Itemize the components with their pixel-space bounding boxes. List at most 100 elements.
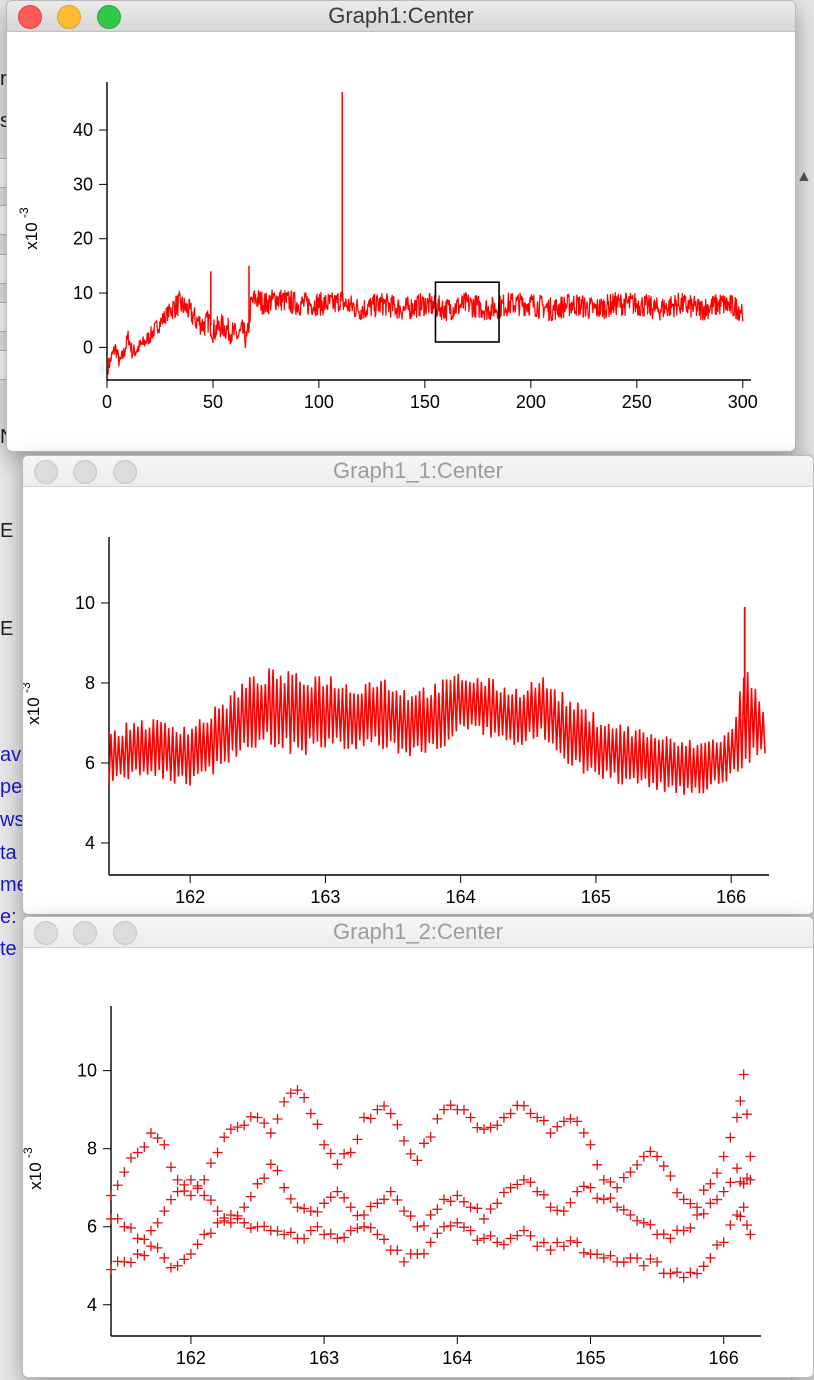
y-axis-label: x10-3 [17,207,41,250]
zoom-button[interactable] [113,921,137,945]
x-tick-label: 250 [622,392,652,412]
data-point [458,1222,469,1233]
data-point [592,1249,603,1260]
data-point [279,1182,290,1193]
zoom-button[interactable] [97,5,121,29]
data-point [132,1233,143,1244]
minimize-button[interactable] [73,460,97,484]
data-point [525,1177,536,1188]
x-tick-label: 165 [581,887,611,907]
close-button[interactable] [34,921,58,945]
x-tick-label: 163 [310,887,340,907]
data-point [239,1217,250,1228]
y-tick-label: 4 [87,1295,97,1315]
y-tick-label: 0 [83,337,93,357]
x-tick-label: 166 [716,887,746,907]
data-point [205,1228,216,1239]
data-point [452,1190,463,1201]
data-point [259,1173,270,1184]
data-point [578,1181,589,1192]
data-point [725,1219,736,1230]
data-point [139,1141,150,1152]
data-point [632,1215,643,1226]
y-axis-label-text: x10 [22,222,41,249]
data-point [119,1167,130,1178]
data-point [665,1233,676,1244]
data-point [538,1237,549,1248]
bg-letter: E [0,618,14,640]
bg-link[interactable]: pe [0,776,23,798]
data-point [618,1204,629,1215]
data-point [192,1239,203,1250]
data-point [592,1159,603,1170]
data-point [472,1235,483,1246]
data-point [672,1267,683,1278]
data-point [735,1211,746,1222]
data-point [245,1111,256,1122]
data-point [485,1230,496,1241]
y-axis-label-text: x10 [24,697,43,724]
zoom-button[interactable] [113,460,137,484]
graph-window-1: Graph1:Center 0 50 100 150 200 250 300 0 10 20 30 4… [6,0,796,452]
zoom-box [434,281,500,343]
y-tick-label: 10 [77,1061,97,1081]
data-point [332,1233,343,1244]
bg-link[interactable]: te [0,938,17,960]
data-point [512,1179,523,1190]
data-point [112,1180,123,1191]
data-point [345,1202,356,1213]
data-point [205,1195,216,1206]
data-point [312,1206,323,1217]
bg-link[interactable]: ws [0,809,25,831]
data-point [132,1249,143,1260]
bg-link[interactable]: me [0,874,28,896]
data-point [742,1220,753,1231]
data-point [685,1222,696,1233]
data-point [672,1187,683,1198]
data-point [319,1198,330,1209]
bg-letter: E [0,520,14,542]
data-point [272,1226,283,1237]
title-bar[interactable]: Graph1_1:Center [23,456,813,487]
data-point [585,1182,596,1193]
data-point [698,1208,709,1219]
y-axis-label-exponent: -3 [17,207,31,218]
data-point [432,1204,443,1215]
close-button[interactable] [34,460,58,484]
data-point [425,1210,436,1221]
bg-link[interactable]: e: [0,906,17,928]
data-point [445,1100,456,1111]
data-point [239,1120,250,1131]
data-point [618,1257,629,1268]
data-point [165,1194,176,1205]
y-tick-label: 10 [73,283,93,303]
data-point [732,1163,743,1174]
data-point [139,1250,150,1261]
data-point [152,1242,163,1253]
data-point [299,1233,310,1244]
data-point [212,1217,223,1228]
data-point [425,1131,436,1142]
close-button[interactable] [18,5,42,29]
data-series-line [107,289,744,375]
minimize-button[interactable] [57,5,81,29]
data-point [205,1158,216,1169]
data-point [339,1192,350,1203]
data-point [325,1148,336,1159]
minimize-button[interactable] [73,921,97,945]
data-point [119,1221,130,1232]
data-point [125,1257,136,1268]
data-point [678,1272,689,1283]
bg-link[interactable]: ta [0,842,17,864]
data-point [558,1241,569,1252]
scroll-up-arrow-icon[interactable]: ▲ [796,168,812,185]
title-bar[interactable]: Graph1_2:Center [23,917,813,948]
data-point [285,1227,296,1238]
data-point [139,1234,150,1245]
data-point [652,1151,663,1162]
title-bar[interactable]: Graph1:Center [7,1,795,32]
x-tick-label: 100 [304,392,334,412]
